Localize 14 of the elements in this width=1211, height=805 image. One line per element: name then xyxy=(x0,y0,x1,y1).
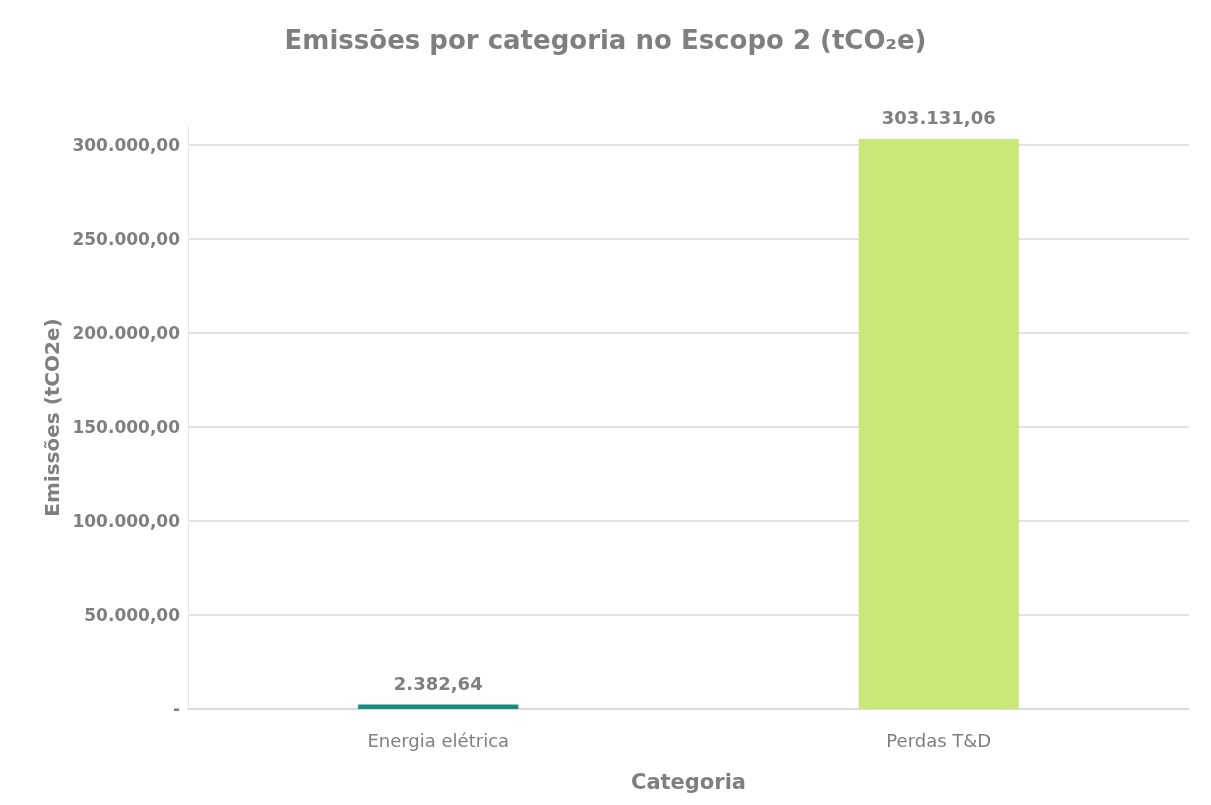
data-label: 303.131,06 xyxy=(881,107,996,129)
y-tick-label: 50.000,00 xyxy=(84,604,181,625)
y-tick-label: 100.000,00 xyxy=(72,510,181,531)
y-tick-label: 250.000,00 xyxy=(72,228,181,249)
y-tick-label: - xyxy=(172,699,180,719)
y-tick-label: 150.000,00 xyxy=(72,416,181,437)
x-tick-label: Energia elétrica xyxy=(367,729,510,751)
y-axis-title: Emissões (tCO2e) xyxy=(39,318,64,517)
x-tick-label: Perdas T&D xyxy=(886,729,992,751)
chart-title: Emissões por categoria no Escopo 2 (tCO₂e) xyxy=(284,25,927,55)
y-tick-label: 200.000,00 xyxy=(72,322,181,343)
data-label: 2.382,64 xyxy=(393,673,483,695)
x-axis-title: Categoria xyxy=(630,769,747,794)
y-tick-label: 300.000,00 xyxy=(72,134,181,155)
